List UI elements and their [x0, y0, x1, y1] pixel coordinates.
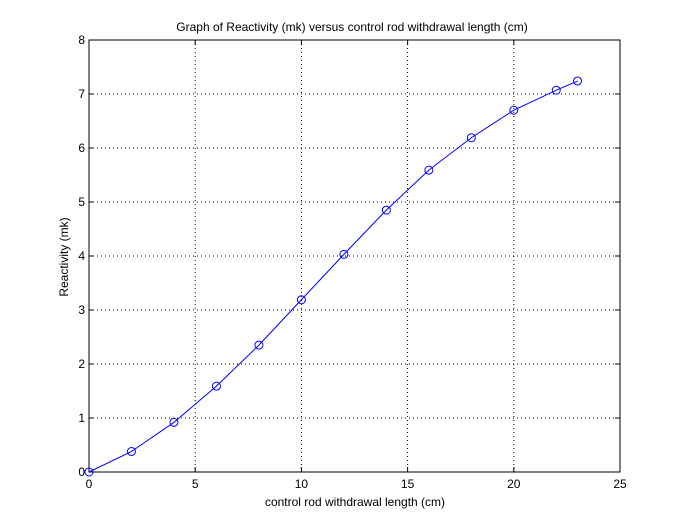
data-point [466, 133, 476, 143]
y-tick-label: 7 [78, 87, 85, 101]
y-tick-label: 8 [78, 33, 85, 47]
x-tick-label: 25 [613, 477, 627, 491]
y-tick-label: 4 [78, 249, 85, 263]
y-tick-label: 1 [78, 411, 85, 425]
y-tick-label: 2 [78, 357, 85, 371]
chart-title: Graph of Reactivity (mk) versus control … [176, 20, 527, 34]
axes [88, 39, 621, 473]
y-tick-label: 3 [78, 303, 85, 317]
y-tick-label: 5 [78, 195, 85, 209]
data-point [509, 105, 519, 115]
data-point [573, 76, 583, 86]
x-tick-label: 10 [295, 477, 309, 491]
data-point [296, 295, 306, 305]
data-point [381, 205, 391, 215]
data-point [254, 340, 264, 350]
data-series [84, 76, 583, 477]
tick-labels: 0 5 10 15 20 25 0 1 2 3 4 5 6 7 8 [78, 33, 627, 491]
plot-frame [88, 39, 621, 473]
data-point [126, 446, 136, 456]
y-axis-label: Reactivity (mk) [57, 217, 71, 296]
x-tick-label: 0 [86, 477, 93, 491]
data-point [169, 417, 179, 427]
x-tick-label: 5 [192, 477, 199, 491]
data-point [424, 165, 434, 175]
x-tick-label: 20 [507, 477, 521, 491]
series-line [88, 80, 578, 473]
y-tick-label: 6 [78, 141, 85, 155]
data-point [551, 85, 561, 95]
grid-lines [89, 40, 620, 472]
y-tick-label: 0 [78, 465, 85, 479]
data-point [211, 381, 221, 391]
data-point [84, 467, 94, 477]
x-tick-label: 15 [401, 477, 415, 491]
data-point [339, 249, 349, 259]
x-axis-label: control rod withdrawal length (cm) [265, 495, 445, 509]
